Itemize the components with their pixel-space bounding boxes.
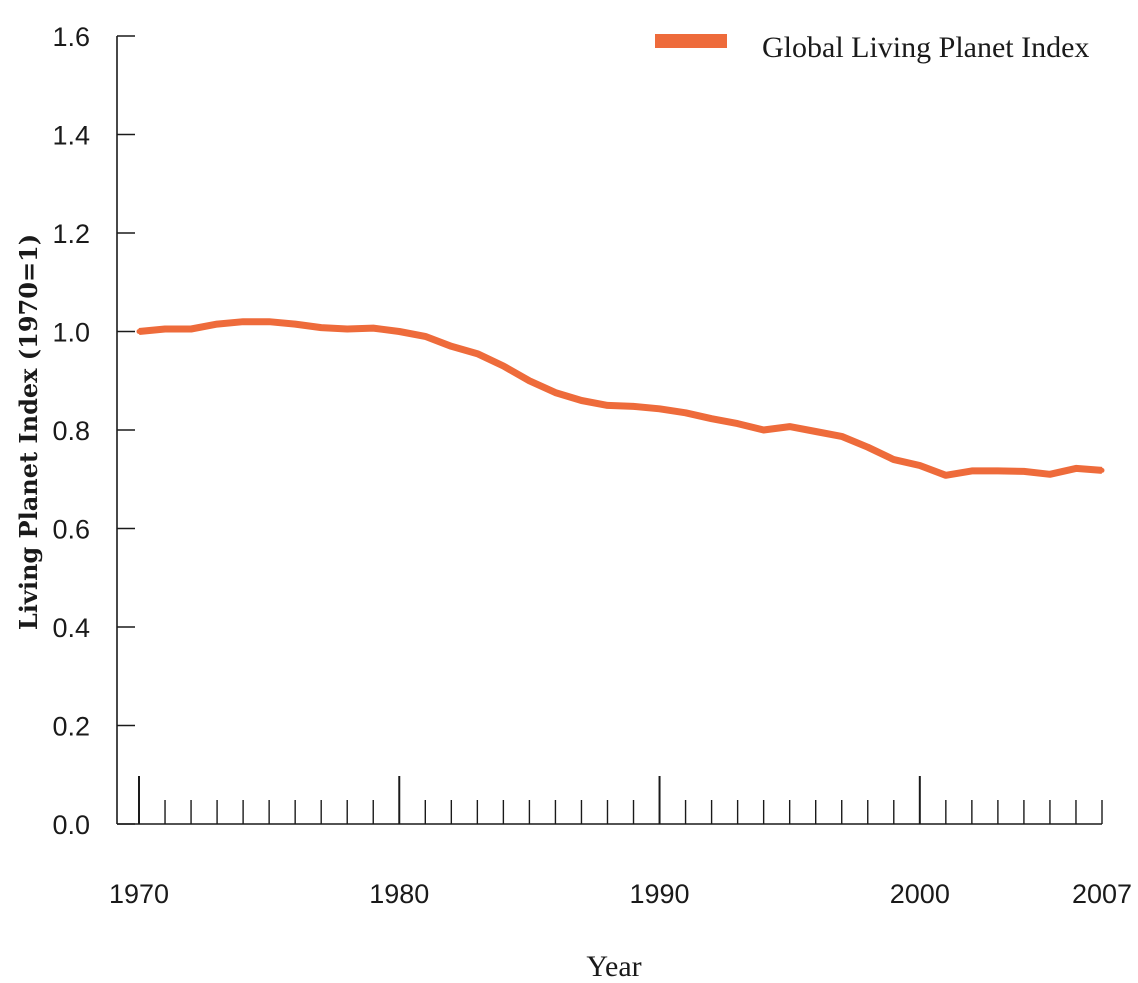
data-point: [422, 333, 428, 339]
data-point: [396, 329, 402, 334]
y-tick-label: 0.0: [52, 810, 90, 840]
data-point: [1021, 468, 1027, 474]
data-point: [917, 462, 923, 468]
legend-swatch: [655, 34, 727, 48]
legend-label: Global Living Planet Index: [762, 31, 1089, 64]
data-point: [657, 406, 663, 412]
x-tick-label: 2007: [1072, 879, 1132, 909]
data-point: [526, 378, 532, 384]
data-point: [709, 416, 715, 422]
series-line: [138, 318, 1103, 479]
data-point: [604, 402, 610, 408]
data-point: [578, 397, 584, 403]
data-point: [136, 329, 142, 334]
data-point: [735, 421, 741, 427]
x-tick-label: 1970: [109, 879, 169, 909]
y-tick-label: 1.4: [52, 121, 90, 151]
series-layer: [136, 318, 1105, 479]
y-tick-label: 0.4: [52, 613, 90, 643]
x-tick-label: 1980: [369, 879, 429, 909]
y-tick-label: 1.6: [52, 22, 90, 52]
data-point: [214, 321, 220, 327]
y-axis: 0.0 0.2 0.4 0.6 0.8 1.0 1.2 1.4 1.6: [52, 22, 135, 840]
data-point: [865, 444, 871, 450]
data-point: [318, 325, 324, 331]
data-point: [1099, 467, 1105, 473]
data-point: [813, 428, 819, 434]
data-point: [995, 468, 1001, 474]
data-point: [344, 326, 350, 332]
x-tick-label: 2000: [890, 879, 950, 909]
data-point: [969, 468, 975, 474]
data-point: [474, 351, 480, 357]
data-point: [943, 472, 949, 478]
data-point: [631, 403, 637, 409]
data-point: [761, 427, 767, 433]
data-point: [240, 319, 246, 325]
data-point: [683, 410, 689, 416]
x-tick-label: 1990: [630, 879, 690, 909]
y-tick-label: 0.8: [52, 416, 90, 446]
data-point: [292, 321, 298, 327]
data-point: [500, 363, 506, 369]
x-axis: 1970 1980 1990 2000 2007: [109, 776, 1132, 909]
data-point: [162, 326, 168, 332]
y-axis-title: Living Planet Index (1970=1): [14, 234, 43, 630]
data-point: [1073, 465, 1079, 471]
data-point: [787, 424, 793, 430]
x-axis-title: Year: [586, 950, 641, 983]
y-tick-label: 0.2: [52, 712, 90, 742]
y-tick-label: 1.0: [52, 318, 90, 348]
y-tick-label: 1.2: [52, 219, 90, 249]
legend: Global Living Planet Index: [655, 31, 1089, 64]
data-point: [188, 326, 194, 332]
data-point: [448, 343, 454, 349]
y-tick-label: 0.6: [52, 515, 90, 545]
data-point: [891, 457, 897, 463]
data-point: [370, 325, 376, 331]
data-point: [1047, 471, 1053, 477]
data-point: [552, 390, 558, 396]
data-point: [266, 319, 272, 325]
data-point: [839, 433, 845, 439]
